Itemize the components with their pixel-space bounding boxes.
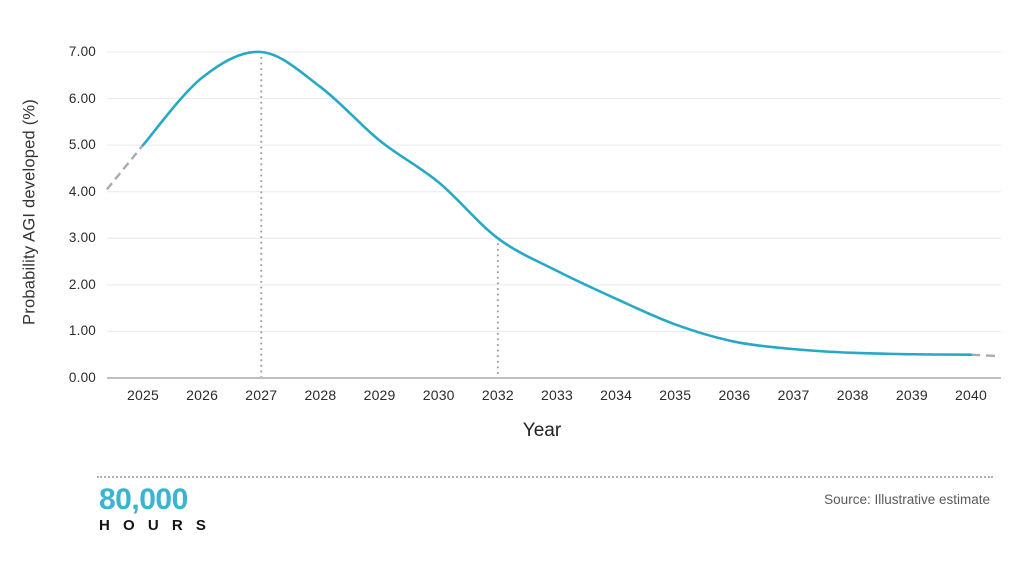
line-chart: Probability AGI developed (%) Year 0.00 1… (21, 44, 1001, 441)
dotted-separator (97, 476, 993, 478)
x-tick-label: 2040 (955, 387, 987, 403)
tail-dashed (970, 353, 1000, 358)
x-tick-label: 2033 (541, 387, 573, 403)
x-tick-label: 2028 (304, 387, 337, 403)
probability-curve (141, 50, 973, 357)
x-tick-label: 2039 (895, 387, 928, 403)
x-tick-label: 2027 (245, 387, 278, 403)
x-axis-title: Year (522, 420, 562, 441)
logo-number: 80,000 (99, 483, 188, 516)
y-tick-label: 4.00 (68, 183, 96, 199)
eighty-thousand-hours-logo: 80,000 H O U R S (99, 483, 211, 535)
x-tick-label: 2029 (363, 387, 396, 403)
lead-in-dashed (105, 144, 144, 191)
logo-word: H O U R S (99, 517, 211, 534)
x-tick-label: 2034 (600, 387, 633, 403)
y-tick-label: 3.00 (68, 230, 96, 246)
y-tick-label: 7.00 (68, 44, 96, 59)
x-tick-label: 2030 (422, 387, 455, 403)
x-tick-label: 2035 (659, 387, 692, 403)
x-tick-label: 2025 (127, 387, 159, 403)
x-tick-label: 2032 (481, 387, 514, 403)
x-tick-label: 2036 (718, 387, 751, 403)
y-tick-label: 5.00 (68, 137, 96, 153)
y-tick-label: 1.00 (68, 323, 96, 339)
y-tick-label: 0.00 (68, 370, 96, 385)
plot-canvas (105, 50, 1001, 379)
y-tick-label: 6.00 (68, 90, 96, 106)
x-tick-label: 2037 (777, 387, 810, 403)
x-tick-label: 2026 (186, 387, 219, 403)
x-tick-label: 2038 (836, 387, 869, 403)
y-tick-label: 2.00 (68, 276, 96, 292)
source-note: Source: Illustrative estimate (824, 492, 990, 507)
